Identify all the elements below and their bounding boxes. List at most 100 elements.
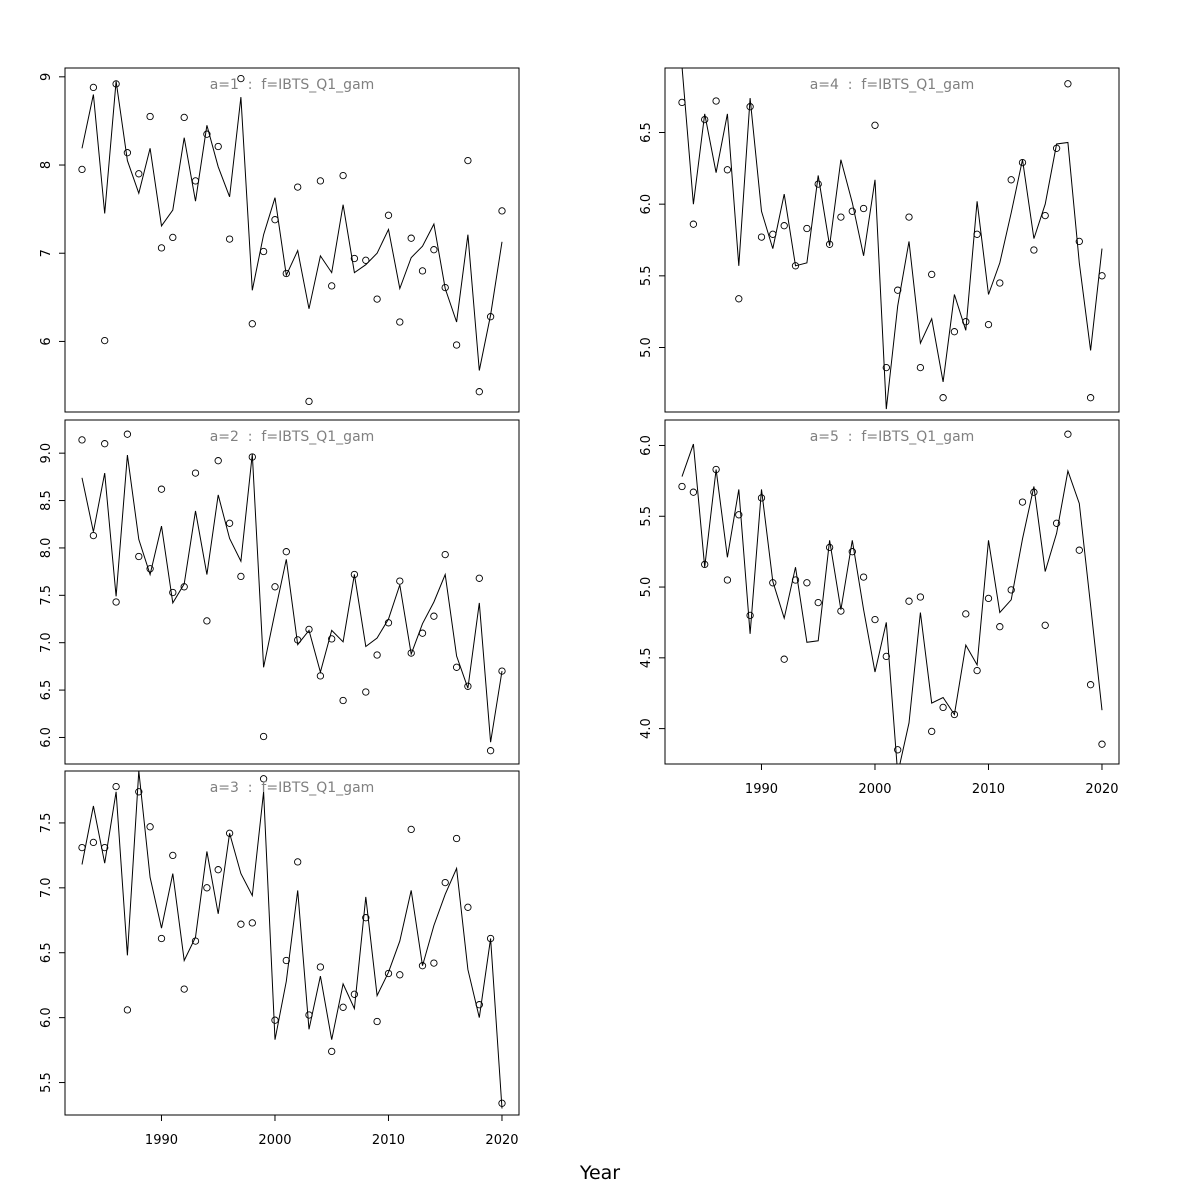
data-point [180, 985, 188, 993]
x-tick-label: 1990 [745, 782, 778, 797]
data-point [123, 1006, 132, 1014]
data-point [89, 531, 98, 540]
data-point [373, 1017, 381, 1026]
data-point [928, 270, 936, 279]
data-point [339, 696, 347, 705]
data-point [1075, 237, 1083, 246]
data-point [1030, 488, 1038, 496]
data-point [430, 246, 438, 254]
data-point [894, 286, 902, 294]
data-point [464, 903, 472, 911]
data-point [735, 511, 743, 519]
data-point [430, 612, 438, 620]
data-point [441, 550, 449, 559]
data-point [1086, 681, 1095, 689]
data-point [486, 747, 495, 755]
x-tick-label: 2020 [1085, 782, 1118, 797]
data-point [271, 216, 279, 224]
y-tick-label: 5.5 [639, 506, 654, 527]
data-point [305, 397, 313, 406]
y-tick-label: 6.5 [39, 680, 54, 701]
data-point [225, 829, 234, 837]
data-point [1064, 430, 1072, 438]
data-point [701, 115, 709, 124]
data-point [498, 207, 506, 215]
data-point [837, 213, 845, 221]
data-point [282, 956, 290, 965]
y-tick-label: 6.0 [39, 1007, 54, 1028]
data-point [350, 254, 359, 263]
data-point [271, 1016, 279, 1024]
data-point [248, 320, 256, 328]
data-point [112, 782, 120, 791]
data-point [214, 457, 222, 465]
data-point [362, 256, 370, 264]
data-point [825, 240, 834, 248]
y-tick-label: 4.5 [639, 647, 654, 668]
data-point [146, 565, 154, 573]
data-point [791, 262, 800, 270]
plot-frame [64, 419, 520, 765]
plot-frame [664, 419, 1120, 765]
data-point [475, 388, 483, 396]
data-point [1041, 211, 1049, 220]
y-tick-label: 5.5 [39, 1072, 54, 1093]
data-point [316, 963, 325, 971]
data-point [1007, 176, 1015, 184]
data-point [146, 112, 154, 121]
data-point [225, 519, 234, 527]
data-point [486, 934, 495, 943]
y-tick-label: 9.0 [39, 443, 54, 464]
fitted-line [681, 68, 1103, 410]
data-point [803, 224, 811, 233]
x-tick-label: 2020 [485, 1133, 518, 1148]
data-point [169, 233, 177, 242]
data-point [780, 655, 788, 663]
data-point [203, 617, 211, 625]
data-point [89, 838, 98, 847]
data-point [689, 220, 698, 228]
data-point [384, 211, 393, 219]
data-point [984, 594, 993, 603]
data-point [350, 990, 359, 998]
y-tick-label: 7 [39, 249, 54, 257]
data-point [214, 866, 222, 874]
panel-title: a=3 : f=IBTS_Q1_gam [210, 780, 375, 796]
data-point [373, 295, 381, 303]
data-point [237, 920, 245, 928]
data-point [237, 74, 245, 83]
y-tick-label: 8.5 [39, 490, 54, 511]
data-point [962, 610, 970, 618]
data-point [135, 788, 143, 796]
data-point [169, 588, 177, 597]
data-point [441, 878, 449, 887]
data-point [882, 363, 890, 372]
data-point [791, 576, 800, 584]
data-point [757, 494, 766, 502]
data-point [407, 825, 415, 834]
data-point [191, 937, 200, 945]
data-point [123, 430, 132, 438]
data-point [294, 636, 302, 644]
data-point [248, 453, 256, 461]
data-point [169, 851, 177, 860]
x-tick-label: 2000 [858, 782, 891, 797]
x-axis-label: Year [579, 1162, 620, 1184]
data-point [384, 619, 393, 627]
data-point [859, 204, 868, 213]
data-point [101, 440, 109, 448]
data-point [712, 465, 720, 474]
y-tick-label: 5.5 [639, 265, 654, 286]
data-point [678, 482, 686, 491]
y-tick-label: 8.0 [39, 538, 54, 559]
data-point [712, 97, 720, 105]
y-tick-label: 7.0 [39, 877, 54, 898]
data-point [825, 543, 834, 552]
data-point [871, 121, 879, 129]
panel-a1: a=1 : f=IBTS_Q1_gam 6 7 8 9 [39, 67, 520, 413]
data-point [950, 328, 959, 336]
plot-frame [664, 67, 1120, 413]
data-point [362, 688, 370, 696]
plot-frame [64, 67, 520, 413]
data-point [112, 80, 120, 88]
